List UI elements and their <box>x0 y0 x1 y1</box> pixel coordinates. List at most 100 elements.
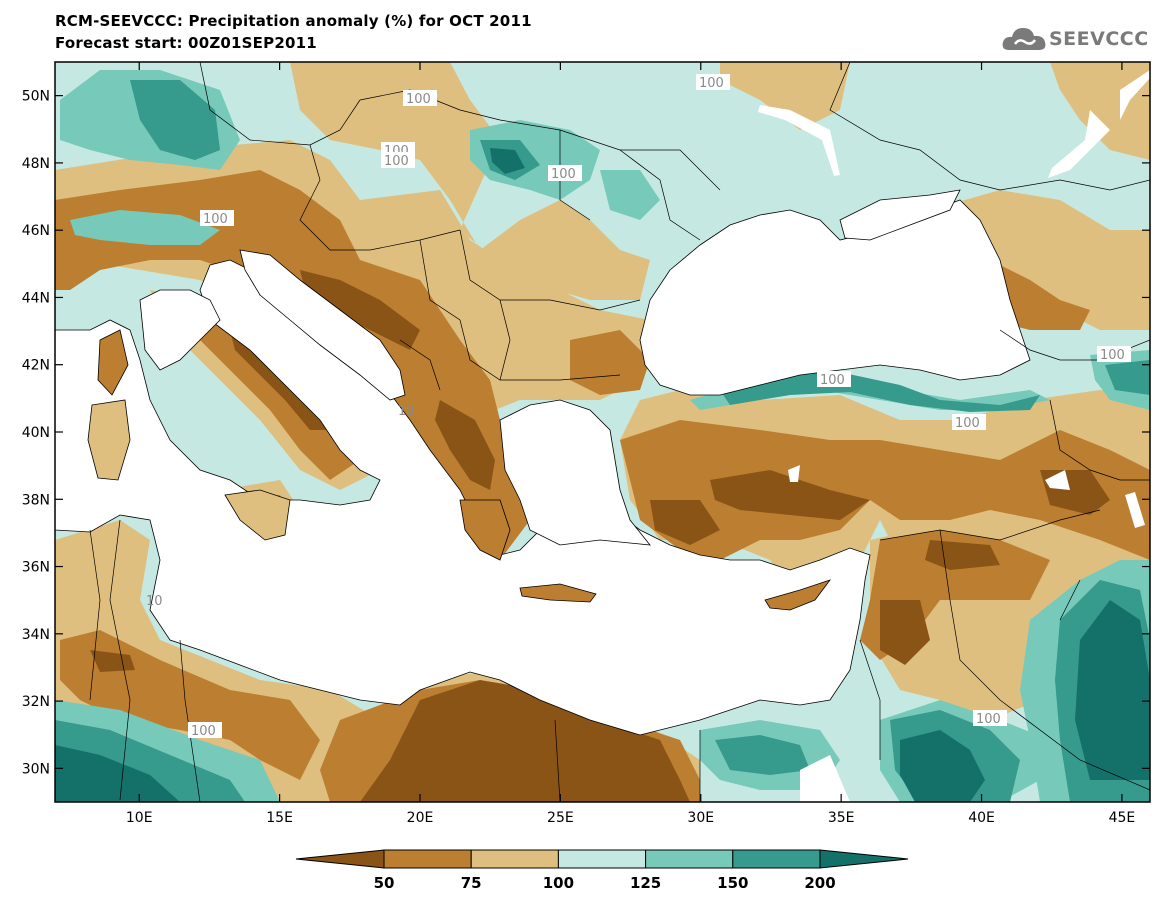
svg-text:100: 100 <box>820 373 845 388</box>
tyrrhenian-sea-north <box>139 289 221 371</box>
sardinia-island <box>87 399 131 481</box>
svg-text:100: 100 <box>551 167 576 182</box>
contour-label: 10 <box>146 594 163 609</box>
svg-text:100: 100 <box>1100 348 1125 363</box>
red-sea <box>800 755 850 802</box>
colorbar-label: 125 <box>629 874 662 892</box>
black-sea <box>639 199 1031 396</box>
lon-tick-label: 40E <box>968 810 995 826</box>
lat-tick-label: 48N <box>22 156 50 172</box>
river-marker-east <box>1120 70 1150 120</box>
svg-text:100: 100 <box>976 712 1001 727</box>
anomaly-50-75-italy <box>170 290 360 480</box>
lat-tick-label: 32N <box>22 694 50 710</box>
lon-tick-label: 30E <box>687 810 714 826</box>
lon-tick-label: 35E <box>828 810 855 826</box>
anomaly-below-50-greece <box>435 400 495 490</box>
lon-tick-label: 45E <box>1109 810 1136 826</box>
seevccc-logo: SEEVCCC <box>1001 20 1151 56</box>
lat-tick-label: 50N <box>22 89 50 105</box>
country-borders <box>89 62 1150 802</box>
svg-text:100: 100 <box>203 212 228 227</box>
sicily-island <box>224 489 291 541</box>
lat-tick-label: 34N <box>22 627 50 643</box>
peloponnese <box>459 499 511 561</box>
svg-text:100: 100 <box>384 154 409 169</box>
contour-label: 100 <box>817 371 851 388</box>
cyprus-island <box>764 579 832 611</box>
colorbar-label: 75 <box>460 874 482 892</box>
contour-label: 100 <box>548 165 582 182</box>
anomaly-75-100-north <box>290 62 650 300</box>
lat-tick-label: 42N <box>22 358 50 374</box>
anomaly-125-150-po-valley <box>70 210 220 245</box>
colorbar-label: 100 <box>542 874 575 892</box>
dnieper-river-marker <box>758 105 840 176</box>
contour-labels: 100 100 100 100 100 100 100 100 100 100 … <box>146 74 1131 739</box>
forecast-start-subtitle: Forecast start: 00Z01SEP2011 <box>55 34 317 52</box>
svg-text:10: 10 <box>398 404 415 419</box>
reservoir-marker <box>1048 110 1110 178</box>
svg-text:100: 100 <box>955 416 980 431</box>
anomaly-above-200-arabia <box>900 730 985 802</box>
anomaly-75-100-ukraine <box>720 62 850 130</box>
contour-label: 100 <box>200 210 234 227</box>
aegean-sea <box>499 399 651 546</box>
lat-tick-label: 30N <box>22 761 50 777</box>
contour-label: 100 <box>403 90 437 107</box>
lon-tick-label: 25E <box>547 810 574 826</box>
svg-text:10: 10 <box>146 594 163 609</box>
logo-text: SEEVCCC <box>1049 28 1149 50</box>
anomaly-below-50-libya <box>360 680 690 802</box>
contour-label: 100 <box>952 414 986 431</box>
anomaly-below-50-mesopotamia <box>925 540 1000 570</box>
sea-of-azov <box>839 189 961 241</box>
anomaly-150-200-germany <box>130 80 220 160</box>
svg-text:100: 100 <box>699 76 724 91</box>
lake-marker <box>1045 470 1070 490</box>
crete-island <box>519 583 597 603</box>
anomaly-50-75-bulgaria <box>570 330 650 395</box>
contour-label: 100 <box>188 722 222 739</box>
anomaly-50-75-anatolia <box>620 420 1150 560</box>
contour-label: 10 <box>398 404 415 419</box>
anomaly-150-200-black-sea-coast <box>720 370 1040 412</box>
lat-tick-label: 44N <box>22 290 50 306</box>
lon-tick-label: 15E <box>266 810 293 826</box>
anomaly-125-150-moldova <box>600 170 660 220</box>
lat-tick-label: 36N <box>22 560 50 576</box>
svg-text:100: 100 <box>406 92 431 107</box>
lat-tick-label: 46N <box>22 223 50 239</box>
lon-tick-label: 20E <box>407 810 434 826</box>
longitude-axis: 10E 15E 20E 25E 30E 35E 40E 45E <box>126 62 1135 826</box>
contour-label: 100 <box>696 74 730 91</box>
anomaly-above-200-sahara <box>55 745 180 802</box>
colorbar-label: 50 <box>373 874 395 892</box>
colorbar-label: 150 <box>717 874 749 892</box>
lat-tick-label: 38N <box>22 492 50 508</box>
lon-tick-label: 10E <box>126 810 153 826</box>
anomaly-75-100-east-ukraine <box>1050 62 1150 160</box>
svg-text:100: 100 <box>191 724 216 739</box>
lat-tick-label: 40N <box>22 425 50 441</box>
anomaly-below-50-syria <box>880 600 930 665</box>
contour-label: 100 <box>1097 346 1131 363</box>
lake-marker-3 <box>1125 492 1145 528</box>
anomaly-150-200-georgia <box>1105 360 1150 395</box>
anomaly-below-50-dalmatia <box>300 270 420 350</box>
lake-marker-2 <box>788 465 800 482</box>
anomaly-above-200-iraq <box>1075 600 1150 780</box>
colorbar-label: 200 <box>804 874 836 892</box>
cloud-logo-icon <box>1002 28 1046 50</box>
adriatic-sea <box>239 249 406 401</box>
map-area <box>55 62 1150 802</box>
anomaly-below-50-anatolia-central <box>710 470 870 520</box>
anomaly-150-200-sinai <box>715 735 810 775</box>
map-title: RCM-SEEVCCC: Precipitation anomaly (%) f… <box>55 12 532 30</box>
corsica-island <box>97 329 129 396</box>
anomaly-below-50-algeria <box>90 650 135 672</box>
contour-label: 100 <box>381 152 415 169</box>
anomaly-above-200-czech <box>490 148 525 174</box>
contour-label: 100 <box>973 710 1007 727</box>
